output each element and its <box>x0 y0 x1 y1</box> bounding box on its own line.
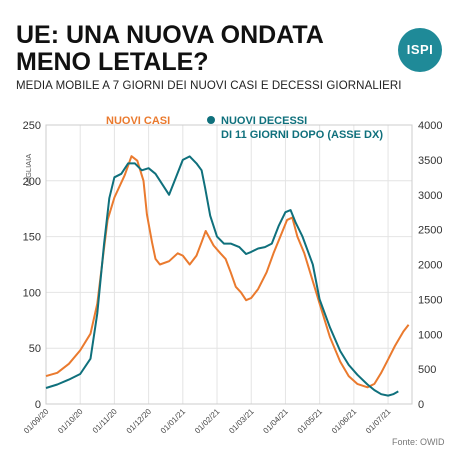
x-tick-label: 01/03/21 <box>227 407 256 436</box>
series-line-nuovi-casi <box>45 155 410 389</box>
legend: NUOVI CASI NUOVI DECESSI DI 11 GIORNI DOP… <box>106 115 383 141</box>
legend-nuovi-decessi-marker <box>207 116 215 124</box>
y-right-tick-label: 0 <box>418 399 424 411</box>
legend-nuovi-casi: NUOVI CASI <box>106 115 170 127</box>
x-tick-label: 01/07/21 <box>364 407 393 436</box>
legend-nuovi-decessi: NUOVI DECESSI DI 11 GIORNI DOPO (ASSE DX) <box>221 115 383 141</box>
y-left-tick-label: 50 <box>29 343 41 355</box>
series-lines <box>45 155 410 397</box>
grid <box>45 124 413 405</box>
x-tick-label: 01/10/20 <box>56 407 85 436</box>
x-tick-label: 01/06/21 <box>330 407 359 436</box>
chart-title: UE: UNA NUOVA ONDATA MENO LETALE? <box>16 21 323 76</box>
x-tick-label: 01/02/21 <box>193 407 222 436</box>
x-tick-label: 01/04/21 <box>261 407 290 436</box>
y-left-tick-label: 0 <box>35 399 41 411</box>
y-left-tick-label: 200 <box>23 176 41 188</box>
y-right-tick-label: 3000 <box>418 190 442 202</box>
plot-frame <box>45 124 413 405</box>
x-tick-label: 01/12/20 <box>125 407 154 436</box>
chart-subtitle: MEDIA MOBILE A 7 GIORNI DEI NUOVI CASI E… <box>16 80 402 92</box>
y-left-axis-label: MIGLIAIA <box>24 154 33 187</box>
y-right-tick-label: 500 <box>418 364 436 376</box>
y-right-tick-label: 3500 <box>418 155 442 167</box>
x-tick-label: 01/01/21 <box>159 407 188 436</box>
y-right-tick-label: 1500 <box>418 294 442 306</box>
ispi-logo: ISPI <box>398 28 442 72</box>
x-axis-ticks: 01/09/20 01/10/20 01/11/20 01/12/20 01/01/21… <box>22 407 393 436</box>
y-right-tick-label: 1000 <box>418 329 442 341</box>
y-right-tick-label: 4000 <box>418 120 442 132</box>
y-left-tick-label: 250 <box>23 120 41 132</box>
y-left-tick-label: 100 <box>23 287 41 299</box>
y-left-tick-label: 150 <box>23 232 41 244</box>
y-right-tick-label: 2000 <box>418 260 442 272</box>
source-note: Fonte: OWID <box>392 437 445 447</box>
x-tick-label: 01/11/20 <box>91 407 119 435</box>
y-right-axis-ticks: 0 500 1000 1500 2000 2500 3000 3500 4000 <box>418 120 442 411</box>
series-line-nuovi-decessi <box>45 155 399 397</box>
x-tick-label: 01/05/21 <box>296 407 325 436</box>
y-right-tick-label: 2500 <box>418 225 442 237</box>
y-left-axis-ticks: 0 50 100 150 200 250 <box>23 120 41 411</box>
